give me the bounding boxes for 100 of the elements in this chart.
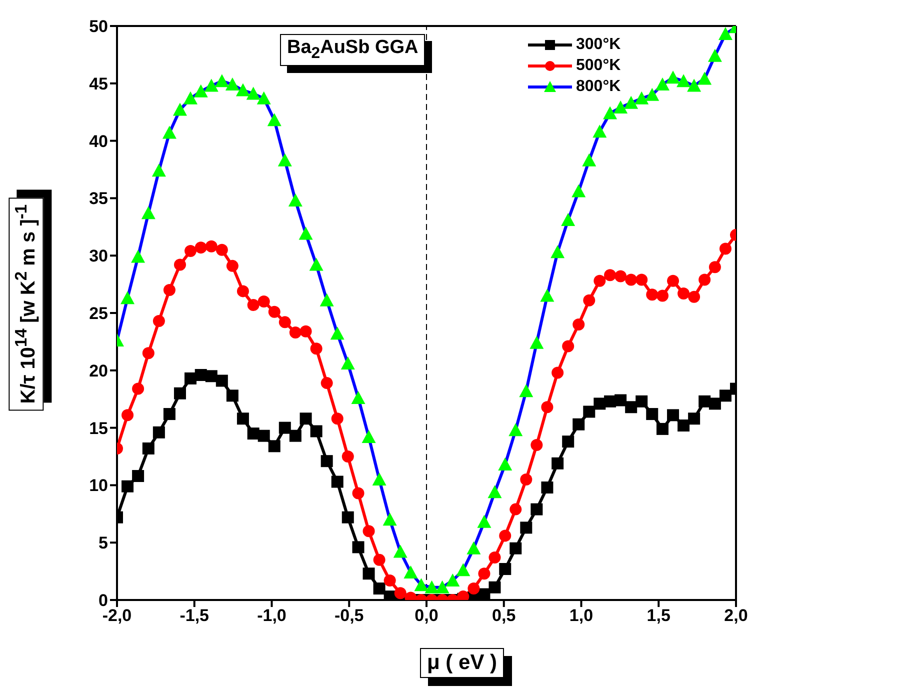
point bbox=[184, 245, 197, 258]
point bbox=[300, 412, 312, 425]
point bbox=[636, 395, 648, 408]
point bbox=[205, 240, 218, 252]
x-tick-label: 0,0 bbox=[414, 606, 438, 626]
y-tick-label: 10 bbox=[89, 476, 108, 496]
point bbox=[246, 86, 260, 100]
point bbox=[351, 390, 366, 404]
point bbox=[247, 298, 260, 311]
point bbox=[676, 74, 691, 88]
point bbox=[656, 290, 668, 302]
point bbox=[131, 250, 146, 263]
point bbox=[520, 473, 532, 486]
point bbox=[320, 377, 333, 390]
point bbox=[477, 514, 492, 528]
point bbox=[646, 288, 658, 301]
point bbox=[310, 425, 322, 438]
point bbox=[687, 78, 702, 92]
point bbox=[122, 480, 134, 492]
point bbox=[478, 568, 490, 580]
point bbox=[320, 293, 334, 306]
point bbox=[278, 316, 291, 328]
point bbox=[603, 106, 618, 120]
point bbox=[614, 270, 627, 282]
point bbox=[394, 587, 406, 600]
point bbox=[342, 511, 354, 524]
point bbox=[719, 242, 732, 255]
point bbox=[561, 213, 576, 226]
point bbox=[552, 457, 564, 470]
y-tick-label: 40 bbox=[89, 132, 108, 151]
point bbox=[289, 326, 302, 339]
x-tick-label: 0,5 bbox=[492, 606, 516, 626]
point bbox=[562, 340, 574, 352]
point bbox=[184, 372, 197, 384]
text: Ba$_{2}$AuSb GGA bbox=[280, 34, 426, 66]
point bbox=[384, 574, 396, 586]
point bbox=[120, 291, 135, 304]
point bbox=[645, 88, 660, 101]
point bbox=[625, 401, 638, 414]
point bbox=[572, 418, 585, 430]
x-tick-label: 2,0 bbox=[724, 606, 748, 626]
x-tick-label: 1,0 bbox=[569, 606, 594, 626]
point bbox=[667, 409, 680, 422]
x-tick-label: -1,5 bbox=[180, 606, 210, 626]
point bbox=[499, 563, 512, 576]
point bbox=[174, 387, 186, 400]
point bbox=[352, 541, 364, 554]
point bbox=[258, 430, 270, 442]
point bbox=[552, 366, 564, 379]
point bbox=[698, 72, 712, 85]
point bbox=[204, 78, 218, 92]
point bbox=[362, 525, 375, 538]
point bbox=[258, 296, 270, 308]
point bbox=[163, 284, 176, 296]
point bbox=[708, 398, 721, 410]
point bbox=[330, 326, 344, 340]
y-tick-label: 30 bbox=[89, 246, 108, 266]
point bbox=[678, 287, 690, 300]
point bbox=[132, 470, 144, 482]
point bbox=[519, 384, 534, 398]
point bbox=[247, 428, 260, 440]
point bbox=[373, 554, 386, 566]
point bbox=[550, 245, 565, 258]
point bbox=[142, 347, 154, 360]
y-tick-label: 5 bbox=[98, 534, 108, 553]
point bbox=[289, 430, 302, 442]
legend-label: 300°K bbox=[576, 36, 621, 54]
point bbox=[624, 96, 638, 109]
point bbox=[393, 544, 408, 558]
point bbox=[510, 542, 522, 554]
point bbox=[540, 288, 554, 302]
point bbox=[152, 315, 165, 328]
point bbox=[530, 503, 543, 516]
point bbox=[226, 260, 238, 272]
point bbox=[404, 565, 418, 578]
point bbox=[667, 274, 680, 287]
point bbox=[655, 78, 670, 91]
point bbox=[604, 269, 616, 282]
point bbox=[278, 153, 292, 166]
point bbox=[225, 78, 240, 91]
point bbox=[184, 91, 198, 104]
point bbox=[141, 206, 156, 220]
point bbox=[708, 48, 722, 62]
point bbox=[194, 84, 208, 98]
point bbox=[382, 512, 397, 526]
legend-label: 800°K bbox=[576, 78, 621, 96]
x-tick-label: -0,5 bbox=[334, 606, 364, 626]
point bbox=[352, 487, 364, 500]
point bbox=[152, 426, 165, 438]
point bbox=[435, 580, 450, 594]
x-tick-label: 1,5 bbox=[646, 606, 670, 626]
point bbox=[499, 530, 512, 542]
point bbox=[634, 91, 649, 104]
point bbox=[268, 440, 280, 452]
point bbox=[309, 258, 324, 271]
point bbox=[468, 582, 480, 595]
point bbox=[216, 374, 228, 387]
point bbox=[414, 578, 428, 592]
point bbox=[719, 390, 732, 402]
point bbox=[718, 27, 732, 40]
